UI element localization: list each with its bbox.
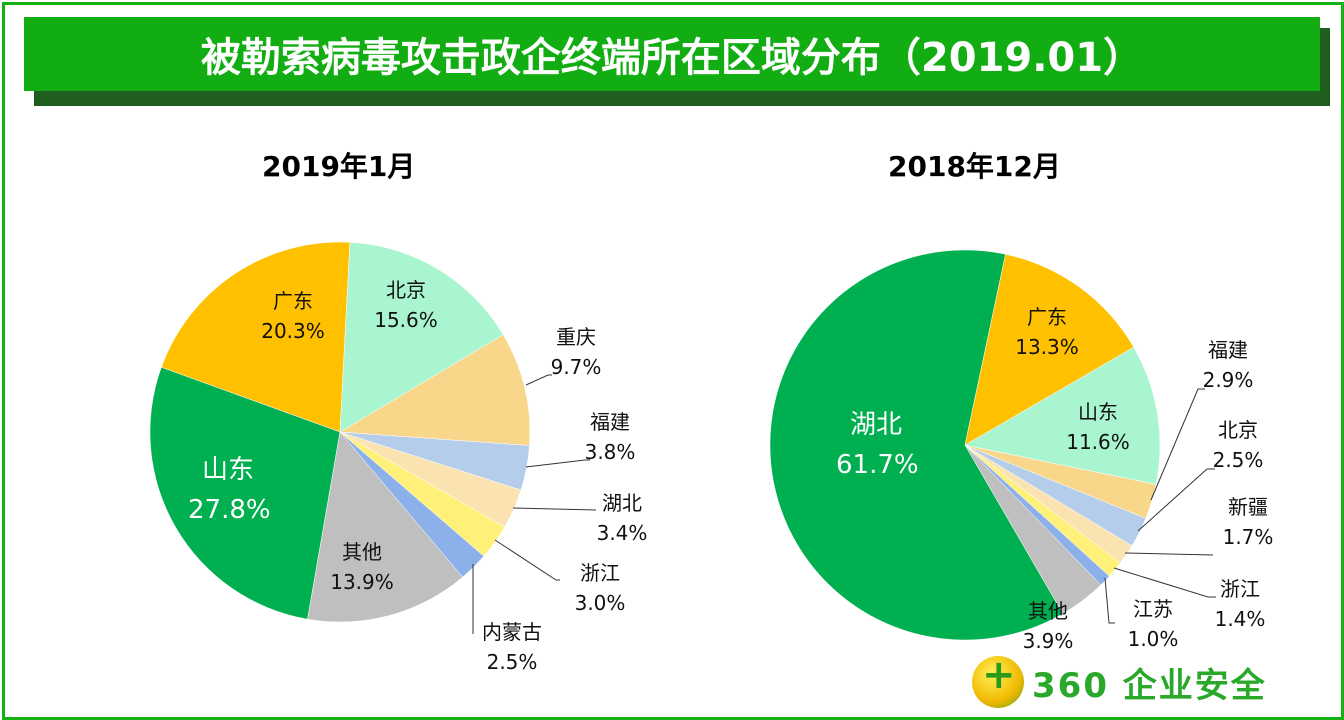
data-label: 新疆 1.7% [1208,492,1288,552]
data-label-name: 山东 [1078,400,1118,424]
data-label-value: 3.4% [596,521,648,545]
leader-line [1124,552,1214,556]
leader-line [525,374,552,386]
data-label-name: 山东 [201,455,254,485]
data-label: 其他 3.9% [1008,596,1088,656]
data-label-name: 重庆 [556,325,596,349]
pie-slice-1-8 [769,249,1064,641]
data-label-name: 广东 [1027,305,1067,329]
data-label-name: 江苏 [1133,597,1173,621]
data-label-value: 13.9% [330,570,394,594]
leader-line [1150,388,1205,501]
data-label-name: 浙江 [580,561,620,585]
data-label-name: 福建 [590,410,630,434]
data-label: 广东 13.3% [1007,302,1087,362]
data-label-value: 1.4% [1214,607,1266,631]
data-label-value: 13.3% [1015,335,1079,359]
data-label-name: 内蒙古 [482,620,542,644]
data-label-value: 2.5% [486,650,538,674]
data-label-name: 浙江 [1220,577,1260,601]
data-label-name: 其他 [1028,599,1068,623]
data-label-value: 3.8% [584,440,636,464]
data-label: 福建 2.9% [1188,335,1268,395]
data-label-value: 2.5% [1212,448,1264,472]
data-label-value: 11.6% [1066,430,1130,454]
page-title: 被勒索病毒攻击政企终端所在区域分布（2019.01） [24,17,1320,91]
data-label-value: 2.9% [1202,368,1254,392]
data-label-value: 9.7% [550,355,602,379]
data-label: 重庆 9.7% [536,322,616,382]
chart-title-2018-12: 2018年12月 [888,150,1061,183]
data-label: 福建 3.8% [570,407,650,467]
360-logo-icon: + [972,652,1024,708]
data-label-name: 其他 [342,540,382,564]
data-label-name: 湖北 [849,410,902,440]
data-label: 江苏 1.0% [1113,594,1193,654]
leader-line [1113,567,1216,598]
pie-slice-0-1 [339,334,531,446]
data-label: 湖北 3.4% [582,488,662,548]
chart-title-2019-01: 2019年1月 [262,150,416,183]
pie-slice-0-0 [339,241,504,433]
data-label-value: 27.8% [188,495,271,525]
data-label: 浙江 1.4% [1200,574,1280,634]
leader-line [494,539,560,581]
data-label-value: 15.6% [374,308,438,332]
data-label-name: 北京 [1218,418,1258,442]
pie-slice-0-7 [149,366,341,620]
data-label-name: 新疆 [1228,495,1268,519]
data-label-value: 61.7% [836,450,919,480]
data-label: 湖北 61.7% [836,405,919,485]
360-logo: + 360 企业安全 [972,652,1267,708]
leader-line [1137,468,1215,532]
data-label: 广东 20.3% [253,286,333,346]
data-label: 山东 11.6% [1058,397,1138,457]
data-label-value: 3.0% [574,591,626,615]
leader-line [512,507,597,511]
data-label-value: 20.3% [261,319,325,343]
data-label: 山东 27.8% [188,450,271,530]
data-label: 内蒙古 2.5% [472,617,552,677]
data-label: 北京 15.6% [366,275,446,335]
pie-slice-1-1 [964,346,1161,485]
data-label-value: 1.7% [1222,525,1274,549]
data-label-name: 湖北 [602,491,642,515]
data-label-value: 1.0% [1127,627,1179,651]
data-label-value: 3.9% [1022,629,1074,653]
leader-line [525,459,590,468]
data-label: 北京 2.5% [1198,415,1278,475]
leader-line [1104,577,1115,624]
logo-text: 360 企业安全 [1032,665,1267,706]
data-label: 浙江 3.0% [560,558,640,618]
pie-slice-1-0 [964,253,1135,446]
pie-slice-0-6 [307,431,463,623]
data-label-name: 北京 [386,278,426,302]
data-label-name: 广东 [273,289,313,313]
data-label-name: 福建 [1208,338,1248,362]
pie-slice-0-8 [161,241,351,433]
data-label: 其他 13.9% [322,537,402,597]
